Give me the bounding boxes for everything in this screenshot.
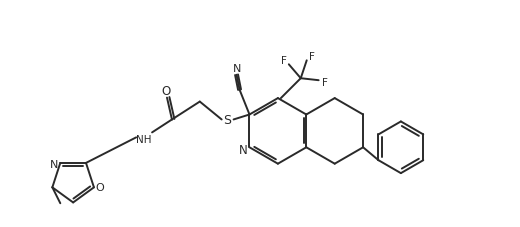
Text: N: N [239,143,248,156]
Text: N: N [232,64,241,74]
Text: N: N [50,159,59,169]
Text: S: S [224,114,231,126]
Text: O: O [161,85,171,98]
Text: F: F [281,56,287,66]
Text: F: F [322,78,328,88]
Text: O: O [96,183,105,192]
Text: F: F [309,52,315,62]
Text: NH: NH [136,135,152,145]
